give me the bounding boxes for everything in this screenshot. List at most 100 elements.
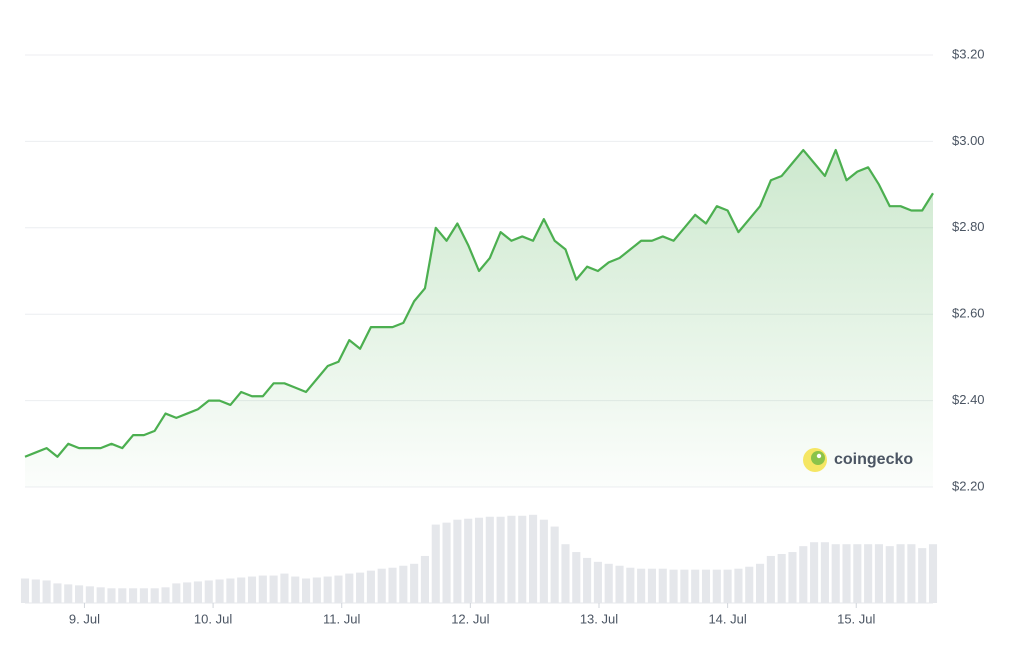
volume-bar [269, 575, 278, 603]
volume-bar [831, 544, 840, 603]
volume-bar [572, 552, 581, 603]
volume-bar [766, 555, 775, 603]
volume-bar [474, 517, 484, 603]
brand-name: coingecko [834, 451, 913, 468]
y-tick-label: $2.20 [952, 478, 985, 493]
volume-bar [183, 582, 192, 603]
volume-bar [507, 515, 516, 603]
volume-bar [410, 563, 419, 603]
volume-bar [193, 581, 203, 603]
volume-bar [734, 568, 743, 603]
volume-bar [291, 576, 300, 603]
volume-bar [518, 515, 527, 603]
volume-bar [918, 548, 927, 603]
volume-bar [150, 588, 159, 603]
volume-bar [420, 555, 430, 603]
volume-bar [334, 575, 343, 603]
volume-bar [561, 544, 570, 603]
volume-bar [528, 514, 538, 603]
volume-bar [31, 579, 40, 603]
volume-bar [161, 587, 170, 603]
volume-bar [431, 524, 440, 603]
volume-bar [874, 544, 884, 603]
volume-bar [701, 569, 711, 603]
volume-bar [539, 519, 548, 603]
y-tick-label: $2.40 [952, 392, 985, 407]
volume-bar [745, 566, 754, 603]
volume-bar [301, 578, 311, 603]
price-area [25, 150, 933, 488]
y-tick-label: $3.20 [952, 46, 985, 61]
x-tick-label: 10. Jul [194, 611, 232, 626]
volume-bar [377, 568, 386, 603]
volume-bar [453, 519, 462, 603]
volume-bar [928, 544, 938, 603]
volume-bar [885, 546, 894, 603]
volume-bar [96, 587, 105, 603]
volume-bar [53, 583, 62, 603]
volume-bar [496, 516, 505, 603]
volume-bar [204, 580, 213, 603]
volume-bar [637, 568, 646, 603]
volume-bar [669, 569, 678, 603]
volume-bar [215, 579, 224, 603]
volume-bar [723, 569, 732, 603]
volume-bar [550, 526, 559, 603]
volume-bar [323, 576, 332, 603]
volume-bar [615, 565, 624, 603]
volume-bar [388, 567, 397, 603]
x-tick-label: 11. Jul [323, 611, 360, 626]
volume-bar [118, 588, 127, 603]
volume-bar [604, 563, 613, 603]
price-layer [24, 148, 934, 488]
volume-bar [139, 588, 148, 603]
logo-eye [816, 453, 822, 459]
volume-bar [820, 542, 829, 603]
y-tick-label: $2.80 [952, 219, 985, 234]
volume-bar [258, 575, 267, 603]
volume-bar [853, 544, 862, 603]
volume-bar [247, 576, 257, 603]
volume-bar [74, 585, 84, 603]
volume-bar [799, 546, 808, 603]
y-tick-label: $2.60 [952, 306, 985, 321]
volume-bar [64, 584, 73, 603]
volume-bar [810, 542, 819, 603]
volume-bar [399, 565, 408, 603]
volume-bar [172, 583, 181, 603]
y-tick-label: $3.00 [952, 133, 985, 148]
volume-bar [777, 554, 786, 603]
volume-bar [85, 586, 94, 603]
volume-bar [280, 573, 289, 603]
volume-layer [20, 514, 938, 603]
brand-logo: coingecko [803, 448, 913, 472]
volume-bar [107, 588, 116, 603]
volume-bar [593, 561, 602, 603]
x-tick-label: 14. Jul [708, 611, 746, 626]
volume-bar [583, 557, 592, 603]
volume-bar [42, 580, 51, 603]
volume-bar [366, 570, 375, 603]
volume-bar [129, 588, 138, 603]
volume-bar [226, 578, 235, 603]
volume-bar [755, 563, 765, 603]
volume-bar [485, 516, 494, 603]
volume-bar [896, 544, 905, 603]
volume-bar [312, 577, 321, 603]
volume-bar [442, 522, 451, 603]
volume-bar [20, 578, 30, 603]
volume-bar [788, 552, 797, 603]
x-tick-label: 12. Jul [451, 611, 489, 626]
volume-bar [680, 569, 689, 603]
price-line [24, 148, 934, 458]
volume-bar [647, 568, 657, 603]
volume-bar [691, 569, 700, 603]
logo-inner [811, 451, 825, 465]
x-tick-label: 15. Jul [837, 611, 875, 626]
volume-bar [356, 572, 365, 603]
volume-bar [864, 544, 873, 603]
volume-bar [464, 518, 473, 603]
volume-bar [237, 577, 246, 603]
